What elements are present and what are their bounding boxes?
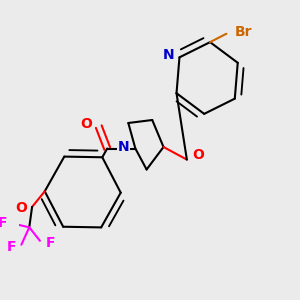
- Text: F: F: [7, 240, 16, 254]
- Text: F: F: [0, 215, 8, 230]
- Text: F: F: [46, 236, 56, 250]
- Text: O: O: [15, 200, 27, 214]
- Text: N: N: [163, 48, 174, 62]
- Text: Br: Br: [235, 25, 252, 39]
- Text: N: N: [118, 140, 129, 154]
- Text: O: O: [192, 148, 204, 162]
- Text: O: O: [81, 117, 93, 130]
